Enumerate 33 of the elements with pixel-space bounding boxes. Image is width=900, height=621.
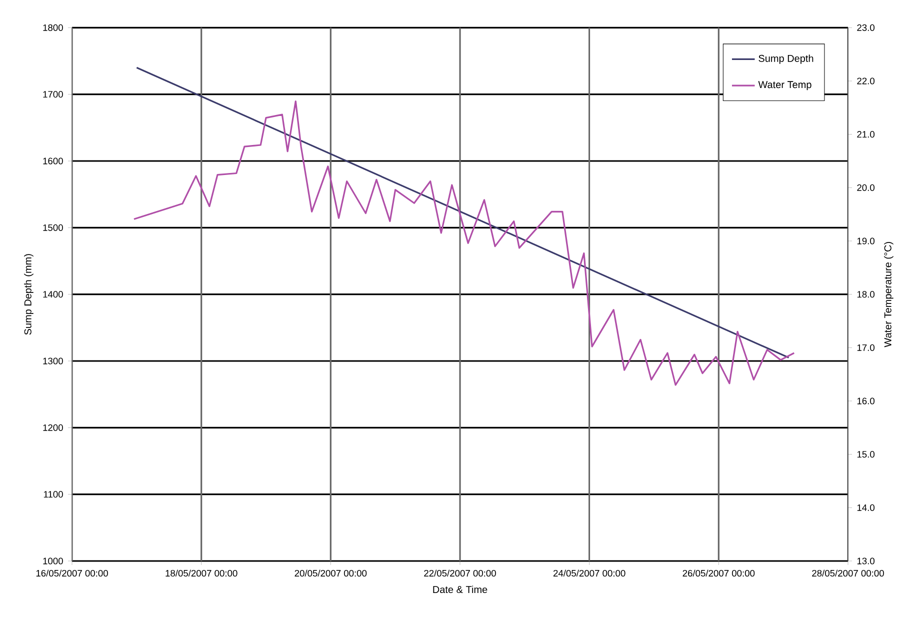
y-axis-title: Sump Depth (mm): [24, 254, 34, 335]
y2-tick-label: 14.0: [857, 504, 875, 511]
x-tick-label: 28/05/2007 00:00: [812, 570, 884, 577]
y-tick-label: 1500: [43, 224, 63, 231]
legend-label: Water Temp: [758, 81, 812, 90]
y2-tick-label: 13.0: [857, 558, 875, 564]
y2-tick-label: 17.0: [857, 344, 875, 351]
y-tick-label: 1100: [44, 491, 63, 498]
y2-tick-label: 23.0: [857, 24, 875, 31]
y2-tick-label: 21.0: [857, 131, 875, 138]
x-tick-label: 24/05/2007 00:00: [553, 570, 626, 577]
y-tick-label: 1200: [43, 424, 63, 431]
y2-tick-label: 20.0: [857, 184, 875, 191]
x-tick-label: 22/05/2007 00:00: [424, 570, 496, 577]
x-axis-title: Date & Time: [433, 586, 488, 594]
x-tick-label: 18/05/2007 00:00: [166, 570, 238, 577]
legend-label: Sump Depth: [758, 54, 814, 64]
y2-axis-title: Water Temperature (°C): [884, 242, 894, 348]
x-tick-label: 20/05/2007 00:00: [294, 570, 367, 577]
y-tick-label: 1400: [43, 291, 63, 298]
y-tick-label: 1700: [43, 91, 63, 98]
y-tick-label: 1000: [43, 558, 63, 564]
y2-tick-label: 18.0: [857, 291, 875, 298]
y-tick-label: 1600: [43, 158, 63, 164]
y2-tick-label: 19.0: [857, 238, 875, 244]
y2-tick-label: 22.0: [857, 78, 875, 84]
line-series: [133, 100, 795, 386]
y2-tick-label: 16.0: [857, 398, 875, 404]
y2-tick-label: 15.0: [857, 451, 875, 458]
x-tick-label: 26/05/2007 00:00: [682, 570, 755, 577]
y-tick-label: 1300: [43, 358, 63, 364]
y-tick-label: 1800: [43, 24, 63, 31]
x-tick-label: 16/05/2007 00:00: [36, 570, 108, 577]
